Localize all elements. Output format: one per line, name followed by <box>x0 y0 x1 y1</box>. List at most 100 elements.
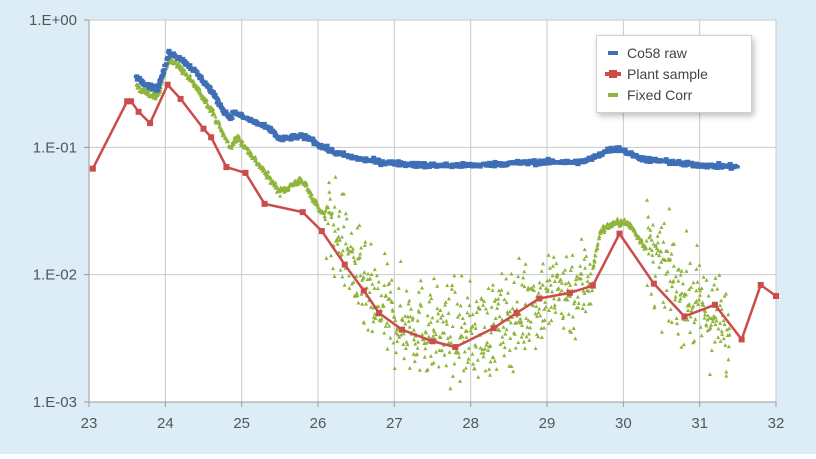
fixed-corr-point <box>691 303 696 308</box>
fixed-corr-point <box>463 365 468 370</box>
fixed-corr-point <box>585 274 590 279</box>
fixed-corr-point <box>358 251 363 256</box>
co58-raw-point <box>628 150 634 154</box>
fixed-corr-point <box>433 332 438 337</box>
fixed-corr-point <box>366 327 371 332</box>
fixed-corr-point <box>677 299 682 303</box>
fixed-corr-point <box>536 290 541 295</box>
co58-raw-point <box>599 153 605 157</box>
fixed-corr-point <box>514 307 519 311</box>
fixed-corr-point <box>512 280 517 284</box>
fixed-corr-point <box>573 336 578 341</box>
fixed-corr-point <box>450 374 455 378</box>
fixed-corr-point <box>317 206 322 211</box>
fixed-corr-point <box>664 271 669 276</box>
fixed-corr-point <box>446 296 451 301</box>
fixed-corr-point <box>697 263 702 267</box>
fixed-corr-point <box>578 263 583 268</box>
fixed-corr-point <box>392 366 397 371</box>
plant-sample-point <box>127 98 134 105</box>
fixed-corr-point <box>493 316 498 320</box>
fixed-corr-point <box>465 310 470 315</box>
legend: Co58 raw Plant sample Fixed Corr <box>596 35 752 113</box>
fixed-corr-point <box>401 342 406 346</box>
fixed-corr-point <box>649 248 654 252</box>
co58-raw-point <box>165 56 171 60</box>
fixed-corr-point <box>522 346 527 351</box>
fixed-corr-point <box>649 291 654 296</box>
fixed-corr-point <box>339 252 344 256</box>
fixed-corr-point <box>405 314 410 319</box>
fixed-corr-point <box>712 282 717 287</box>
fixed-corr-point <box>549 318 554 323</box>
fixed-corr-point <box>668 257 673 261</box>
fixed-corr-point <box>573 277 578 282</box>
fixed-corr-point <box>653 273 658 278</box>
fixed-corr-point <box>684 228 689 233</box>
co58-raw-point <box>137 75 143 80</box>
fixed-corr-point <box>394 350 399 355</box>
co58-raw-point <box>644 160 650 164</box>
co58-raw-point <box>166 48 172 53</box>
fixed-corr-point <box>713 322 718 327</box>
co58-raw-point <box>528 158 534 162</box>
fixed-corr-point <box>209 105 214 109</box>
fixed-corr-point <box>146 90 151 95</box>
co58-raw-point <box>410 161 416 165</box>
fixed-corr-point <box>706 313 711 318</box>
fixed-corr-point <box>366 271 371 276</box>
fixed-corr-point <box>314 198 319 202</box>
co58-raw-point <box>160 73 166 77</box>
fixed-corr-point <box>410 317 415 322</box>
fixed-corr-point <box>492 358 497 363</box>
fixed-corr-point <box>576 301 581 305</box>
fixed-corr-point <box>434 349 439 354</box>
co58-raw-point <box>204 82 210 86</box>
fixed-corr-point <box>523 261 528 266</box>
fixed-corr-point <box>716 335 721 340</box>
fixed-corr-point <box>673 274 678 279</box>
fixed-corr-point <box>551 255 556 259</box>
fixed-corr-point <box>515 299 520 304</box>
fixed-corr-point <box>351 280 356 284</box>
fixed-corr-point <box>654 251 659 256</box>
co58-raw-point <box>329 147 335 151</box>
co58-raw-point <box>215 100 221 104</box>
fixed-corr-point <box>452 290 457 294</box>
x-tick-label: 30 <box>615 415 632 432</box>
fixed-corr-point <box>637 234 642 239</box>
fixed-corr-point <box>466 356 471 361</box>
fixed-corr-point <box>346 251 351 256</box>
fixed-corr-point <box>722 293 727 298</box>
fixed-corr-point <box>431 360 436 365</box>
fixed-corr-point <box>445 336 450 340</box>
fixed-corr-point <box>337 237 342 242</box>
fixed-corr-point <box>385 346 390 351</box>
fixed-corr-point <box>346 273 351 278</box>
fixed-corr-point <box>548 265 553 270</box>
fixed-corr-point <box>332 274 337 278</box>
fixed-corr-point <box>428 320 433 324</box>
fixed-corr-point <box>458 379 463 383</box>
co58-raw-point <box>560 159 566 163</box>
fixed-corr-point <box>327 189 332 194</box>
fixed-corr-point <box>354 290 359 295</box>
fixed-corr-point <box>383 293 388 297</box>
fixed-corr-point <box>368 304 373 309</box>
fixed-corr-point <box>342 282 347 287</box>
fixed-corr-point <box>707 372 712 377</box>
fixed-corr-point <box>213 114 218 119</box>
fixed-corr-point <box>226 139 231 143</box>
fixed-corr-point <box>370 329 375 333</box>
co58-raw-point <box>622 147 628 151</box>
fixed-corr-point <box>448 386 453 391</box>
fixed-corr-point <box>572 299 577 304</box>
fixed-corr-point <box>680 281 685 286</box>
fixed-corr-point <box>388 335 393 340</box>
co58-raw-point <box>202 80 208 84</box>
fixed-corr-point <box>368 241 373 246</box>
fixed-corr-point <box>669 320 674 324</box>
fixed-corr-point <box>504 300 509 305</box>
fixed-corr-point <box>698 324 703 329</box>
fixed-corr-point <box>711 313 716 318</box>
